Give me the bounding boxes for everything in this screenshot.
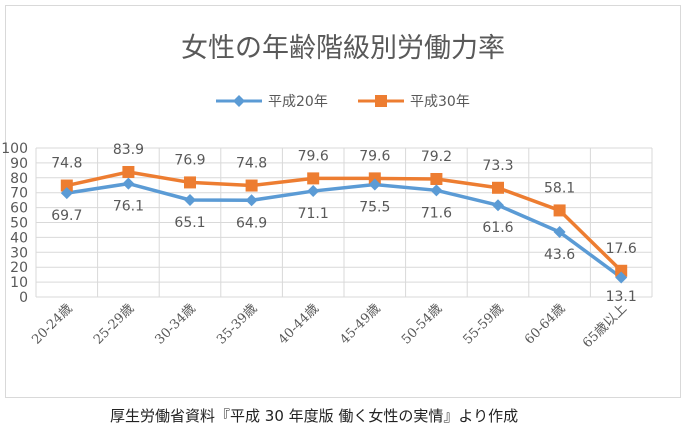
data-point <box>122 177 135 190</box>
gridlines <box>35 147 653 298</box>
x-tick-label: 35-39歳 <box>214 301 260 347</box>
x-tick-label: 20-24歳 <box>29 301 75 347</box>
data-label: 65.1 <box>174 215 205 231</box>
x-tick-label: 50-54歳 <box>399 301 445 347</box>
data-point <box>430 172 443 185</box>
data-label: 73.3 <box>482 158 513 174</box>
data-point <box>307 185 320 198</box>
chart-frame <box>5 5 681 398</box>
source-note: 厚生労働省資料『平成 30 年度版 働く女性の実情』より作成 <box>110 407 519 425</box>
data-label: 69.7 <box>51 208 82 224</box>
legend-label: 平成20年 <box>268 94 328 110</box>
x-tick-label: 65歳以上 <box>580 301 630 351</box>
data-point <box>368 172 381 185</box>
data-point <box>184 176 196 189</box>
legend-marker <box>375 95 387 107</box>
x-axis: 20-24歳 25-29歳 30-34歳 35-39歳 40-44歳 45-49歳 50-5… <box>29 301 630 351</box>
series-line-1 <box>66 170 623 273</box>
y-tick-label: 60 <box>10 201 28 217</box>
data-label: 76.1 <box>113 199 144 215</box>
data-label: 71.6 <box>421 205 452 221</box>
data-label: 74.8 <box>236 156 267 172</box>
data-point <box>184 194 196 207</box>
y-tick-label: 90 <box>10 156 28 172</box>
data-point <box>430 184 443 197</box>
data-label: 64.9 <box>236 215 267 231</box>
data-point <box>492 181 504 194</box>
x-tick-label: 45-49歳 <box>337 301 383 347</box>
x-tick-label: 55-59歳 <box>461 301 507 347</box>
data-label: 58.1 <box>544 180 575 196</box>
data-label: 74.8 <box>51 156 82 172</box>
data-point <box>245 194 258 207</box>
legend: 平成20年 平成30年 <box>216 94 470 110</box>
legend-label: 平成30年 <box>410 94 470 110</box>
y-tick-label: 80 <box>10 171 28 187</box>
data-label: 76.9 <box>174 152 205 168</box>
data-point <box>60 179 73 192</box>
data-point <box>122 165 135 178</box>
data-label: 79.6 <box>298 148 329 164</box>
data-point <box>245 179 258 192</box>
x-tick-label: 40-44歳 <box>276 301 322 347</box>
data-label: 79.6 <box>359 148 390 164</box>
data-label: 17.6 <box>606 241 637 257</box>
legend-marker <box>233 95 245 107</box>
data-point <box>307 172 320 185</box>
data-point <box>60 187 73 200</box>
data-label: 83.9 <box>113 142 144 158</box>
data-point <box>615 271 628 284</box>
data-label: 79.2 <box>421 149 452 165</box>
y-tick-label: 0 <box>19 290 28 306</box>
data-point <box>368 178 381 191</box>
data-label: 43.6 <box>544 247 575 263</box>
data-label: 61.6 <box>482 220 513 236</box>
data-label: 13.1 <box>606 289 637 305</box>
x-tick-label: 30-34歳 <box>153 301 199 347</box>
data-point <box>615 264 628 277</box>
y-tick-label: 40 <box>10 230 28 246</box>
y-tick-label: 10 <box>10 275 28 291</box>
data-point <box>553 226 566 239</box>
data-labels: 69.7 76.1 65.1 64.9 71.1 75.5 71.6 61.6 43.6 13.1… <box>51 142 637 305</box>
chart-title: 女性の年齢階級別労働力率 <box>181 33 505 64</box>
y-tick-label: 20 <box>10 260 28 276</box>
y-tick-label: 50 <box>10 216 28 232</box>
data-point <box>553 204 566 217</box>
data-label: 75.5 <box>359 200 390 216</box>
y-tick-label: 100 <box>1 141 28 157</box>
data-label: 71.1 <box>298 206 329 222</box>
series-layer <box>60 165 628 284</box>
y-tick-label: 70 <box>10 186 28 202</box>
x-tick-label: 60-64歳 <box>522 301 568 347</box>
series-line-0 <box>66 181 623 279</box>
y-tick-label: 30 <box>10 245 28 261</box>
data-point <box>492 199 504 212</box>
x-tick-label: 25-29歳 <box>91 301 137 347</box>
